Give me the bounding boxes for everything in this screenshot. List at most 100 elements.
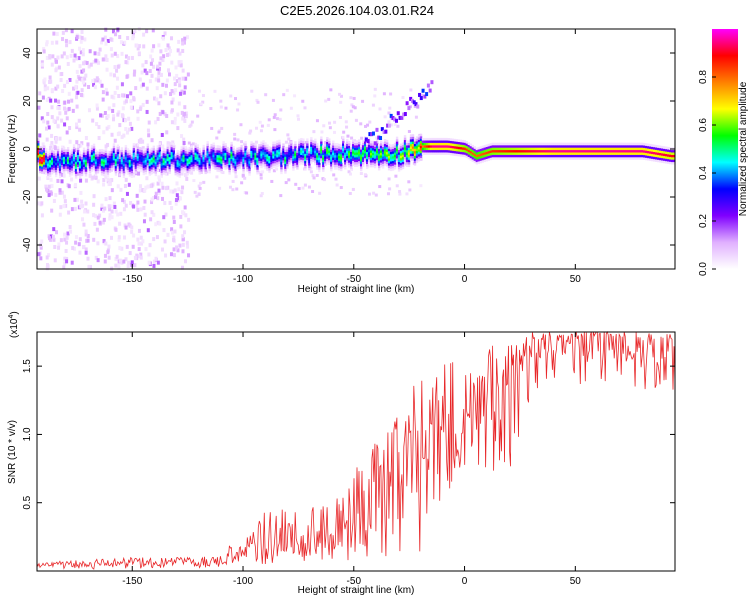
spectrogram-cell [69, 53, 73, 58]
spectrogram-cell [98, 163, 102, 167]
spectrogram-cell [631, 152, 634, 155]
spectrogram-cell [133, 29, 137, 34]
spectrogram-cell [271, 98, 275, 102]
spectrogram-cell [76, 149, 80, 153]
spectrogram-cell [133, 255, 137, 260]
spectrogram-cell [657, 150, 660, 153]
spectrogram-cell [38, 158, 42, 162]
spectrogram-cell [240, 147, 243, 150]
spectrogram-cell [142, 167, 146, 171]
spectrogram-cell [535, 157, 538, 160]
spectrogram-cell [332, 162, 335, 165]
spectrogram-cell [50, 147, 54, 151]
spectrogram-cell [396, 124, 400, 128]
spectrogram-cell [200, 154, 203, 158]
spectrogram-cell [597, 142, 600, 146]
spectrogram-cell [46, 158, 50, 162]
spectrogram-cell [399, 157, 403, 161]
spectrogram-cell [152, 164, 156, 168]
spectrogram-cell [156, 147, 160, 151]
spectrogram-cell [282, 150, 285, 154]
spectrogram-cell [242, 149, 245, 153]
spectrogram-cell [252, 157, 255, 160]
spectrogram-cell [182, 114, 186, 119]
spectrogram-cell [537, 154, 540, 158]
spectrogram-cell [288, 147, 291, 151]
spectrogram-cell [597, 154, 600, 158]
spectrogram-cell [83, 82, 87, 87]
spectrogram-cell [148, 163, 152, 167]
spectrogram-cell [42, 119, 46, 124]
spectrogram-cell [411, 143, 415, 147]
spectrogram-cell [100, 160, 104, 164]
spectrogram-cell [144, 147, 148, 151]
spectrogram-cell [399, 150, 403, 154]
spectrogram-cell [248, 173, 251, 176]
spectrogram-cell [141, 139, 145, 144]
spectrogram-cell [70, 153, 74, 157]
spectrogram-cell [427, 152, 431, 155]
spectrogram-cell [495, 142, 498, 146]
spectrogram-cell [152, 148, 156, 151]
spectrogram-cell [144, 157, 148, 161]
spectrogram-y-tick-label: 20 [22, 95, 33, 107]
spectrogram-cell [90, 166, 94, 170]
spectrogram-cell [124, 149, 128, 153]
spectrogram-cell [96, 161, 100, 164]
spectrogram-cell [284, 149, 287, 153]
spectrogram-cell [93, 78, 97, 83]
spectrogram-cell [567, 152, 570, 155]
spectrogram-cell [166, 158, 169, 162]
spectrogram-cell [110, 165, 114, 168]
spectrogram-cell [322, 124, 326, 128]
spectrogram-cell [237, 102, 241, 106]
spectrogram-cell [54, 162, 58, 166]
spectrogram-cell [387, 120, 391, 124]
spectrogram-cell [208, 163, 211, 167]
spectrogram-cell [220, 165, 223, 169]
spectrogram-cell [565, 154, 568, 158]
spectrogram-cell [126, 148, 130, 151]
spectrogram-cell [623, 157, 626, 160]
spectrogram-cell [230, 156, 233, 159]
spectrogram-cell [95, 122, 99, 127]
spectrogram-cell [342, 138, 345, 142]
spectrogram-cell [233, 132, 237, 136]
spectrogram-cell [164, 48, 168, 53]
spectrogram-cell [599, 142, 602, 146]
spectrogram-cell [114, 170, 118, 174]
spectrogram-cell [437, 140, 441, 143]
spectrogram-cell [314, 143, 317, 147]
spectrogram-cell [136, 200, 140, 205]
spectrogram-cell [398, 192, 402, 196]
spectrogram-cell [84, 159, 88, 163]
spectrogram-cell [587, 149, 590, 153]
spectrogram-cell [497, 142, 500, 146]
spectrogram-cell [116, 263, 120, 268]
spectrogram-cell [371, 131, 375, 136]
spectrogram-cell [383, 141, 387, 145]
spectrogram-cell [505, 157, 508, 160]
spectrogram-cell [188, 149, 191, 153]
spectrogram-cell [125, 130, 129, 135]
spectrogram-cell [471, 154, 475, 158]
spectrogram-cell [569, 157, 572, 160]
spectrogram-cell [45, 40, 49, 45]
spectrogram-cell [334, 164, 337, 168]
spectrogram-cell [172, 142, 175, 146]
spectrogram-cell [94, 158, 98, 162]
spectrogram-cell [268, 160, 271, 164]
spectrogram-cell [75, 56, 79, 61]
spectrogram-cell [365, 159, 369, 162]
spectrogram-cell [336, 145, 339, 148]
spectrogram-cell [419, 136, 423, 139]
spectrogram-cell [647, 148, 650, 151]
spectrogram-cell [72, 86, 76, 91]
spectrogram-cell [511, 142, 514, 146]
spectrogram-cell [647, 145, 650, 149]
spectrogram-cell [248, 149, 251, 152]
spectrogram-cell [619, 149, 622, 153]
spectrogram-cell [238, 154, 241, 157]
spectrogram-cell [140, 152, 144, 155]
spectrogram-cell [292, 165, 295, 169]
